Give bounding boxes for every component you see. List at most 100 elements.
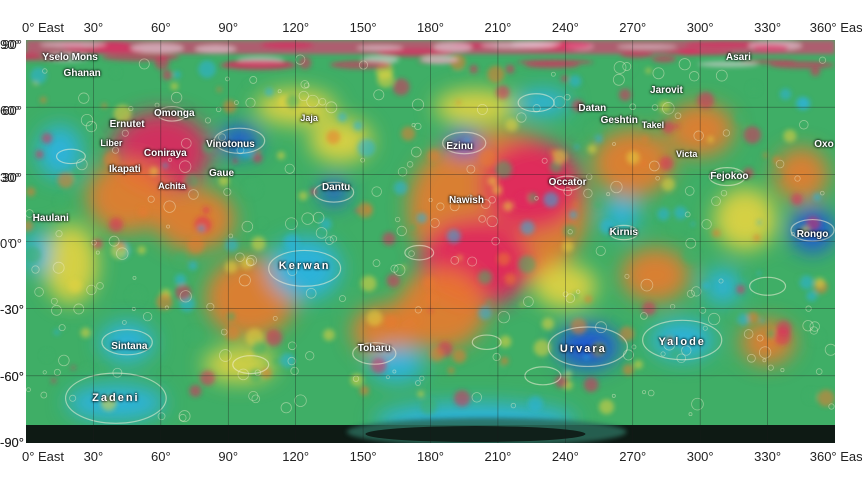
lat-tick-right-1: 60°	[0, 103, 20, 119]
terrain-speck	[30, 67, 47, 84]
small-crater	[758, 346, 772, 359]
terrain-speck	[777, 174, 782, 179]
polar-streak	[376, 48, 455, 58]
small-crater	[303, 82, 310, 89]
crater-rim-19	[471, 334, 502, 351]
small-crater	[595, 321, 607, 334]
terrain-speck	[103, 151, 120, 168]
terrain-speck	[743, 126, 762, 144]
small-crater	[663, 338, 676, 351]
terrain-speck	[641, 135, 649, 142]
terrain-speck	[401, 126, 416, 141]
small-crater	[179, 290, 192, 303]
small-crater	[466, 164, 476, 174]
basin-13	[369, 346, 424, 383]
small-crater	[52, 261, 65, 274]
small-crater	[393, 264, 406, 276]
terrain-speck	[198, 60, 216, 79]
basin-12	[704, 268, 741, 305]
small-crater	[516, 112, 527, 123]
small-crater	[397, 167, 408, 177]
feature-label-jaja: Jaja	[300, 113, 318, 124]
terrain-speck	[225, 260, 238, 274]
terrain-speck	[757, 220, 762, 225]
feature-label-rongo: Rongo	[796, 228, 829, 240]
feature-label-dantu: Dantu	[321, 181, 351, 193]
terrain-speck	[446, 229, 461, 244]
basin-3	[556, 324, 620, 370]
small-crater	[606, 192, 611, 197]
lat-tick-left-5: -60°	[0, 368, 24, 384]
polar-streak	[330, 60, 392, 70]
lon-tick-bottom-10: 300°	[686, 449, 714, 464]
crater-rim-17	[232, 355, 270, 375]
feature-label-kerwan: Kerwan	[278, 260, 331, 273]
terrain-speck	[319, 218, 332, 231]
small-crater	[648, 160, 660, 172]
small-crater	[642, 390, 647, 395]
lon-tick-top-4: 120°	[282, 20, 310, 35]
feature-label-urvara: Urvara	[559, 342, 607, 355]
small-crater	[396, 225, 407, 237]
small-crater	[284, 163, 295, 174]
terrain-speck	[280, 352, 295, 368]
small-crater	[762, 358, 767, 363]
small-crater	[699, 306, 707, 314]
basin-1	[320, 178, 348, 206]
small-crater	[111, 146, 120, 154]
small-crater	[585, 173, 593, 181]
lon-tick-top-12: 360° East	[809, 20, 862, 35]
small-crater	[34, 287, 44, 297]
small-crater	[246, 255, 257, 266]
terrain-speck	[237, 141, 255, 159]
small-crater	[132, 275, 137, 280]
lat-tick-right-2: 30°	[0, 169, 20, 185]
small-crater	[329, 235, 338, 243]
small-crater	[31, 265, 40, 274]
small-crater	[410, 146, 422, 158]
terrain-speck	[101, 102, 108, 109]
small-crater	[565, 293, 576, 303]
small-crater	[819, 190, 825, 196]
feature-label-takel: Takel	[641, 120, 665, 131]
small-crater	[241, 220, 254, 233]
terrain-speck	[447, 367, 455, 374]
terrain-speck	[457, 254, 463, 261]
terrain-speck	[505, 118, 519, 132]
small-crater	[147, 195, 155, 203]
polar-streak	[26, 55, 72, 61]
terrain-speck	[200, 370, 216, 386]
small-crater	[815, 368, 823, 375]
terrain-speck	[110, 242, 128, 260]
terrain-speck	[386, 273, 400, 288]
small-crater	[188, 189, 199, 200]
terrain-speck	[587, 144, 597, 154]
terrain-speck	[587, 121, 603, 138]
terrain-speck	[415, 378, 420, 384]
terrain-speck	[26, 220, 34, 232]
terrain-speck	[393, 181, 408, 195]
terrain-speck	[456, 100, 461, 105]
terrain-speck	[298, 191, 308, 201]
feature-label-achita: Achita	[158, 180, 186, 191]
terrain-speck	[218, 175, 230, 187]
terrain-speck	[574, 144, 580, 150]
small-crater	[254, 369, 262, 376]
lon-tick-bottom-2: 60°	[150, 449, 171, 464]
small-crater	[318, 97, 327, 106]
feature-label-ezinu: Ezinu	[446, 141, 474, 153]
terrain-speck	[797, 276, 803, 282]
basin-11	[515, 89, 570, 117]
terrain-speck	[541, 317, 555, 330]
small-crater	[86, 284, 97, 296]
polar-streak	[433, 42, 473, 52]
small-crater	[249, 76, 258, 84]
crater-rim-10	[552, 175, 583, 192]
small-crater	[138, 58, 150, 70]
small-crater	[287, 341, 297, 351]
graticule-grid	[26, 40, 835, 443]
small-crater	[301, 212, 314, 225]
feature-label-coniraya: Coniraya	[143, 148, 187, 160]
terrain-speck	[806, 290, 818, 302]
terrain-speck	[162, 162, 169, 169]
